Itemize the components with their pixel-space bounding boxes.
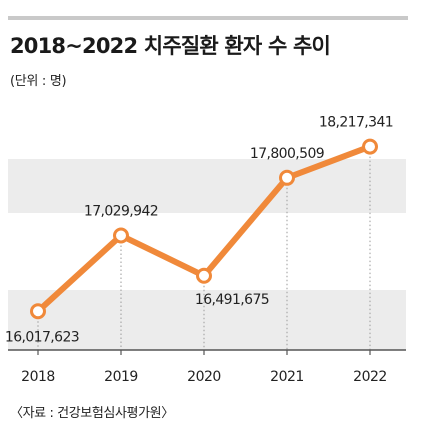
data-labels: 16,017,623 17,029,942 16,491,675 17,800,509…	[5, 115, 394, 346]
point-2020	[196, 267, 212, 284]
point-2018	[30, 303, 46, 320]
series-layer	[30, 138, 378, 320]
x-tick-label-2020: 2020	[187, 369, 221, 385]
grid-band-2	[8, 290, 406, 350]
grid-band-1	[8, 159, 406, 213]
x-tick-label-2021: 2021	[270, 369, 304, 385]
x-tick-label-2022: 2022	[353, 369, 387, 385]
data-label-2021: 17,800,509	[250, 146, 324, 162]
unit-label: (단위 : 명)	[10, 74, 67, 89]
x-tick-label-2019: 2019	[104, 369, 138, 385]
x-axis: 2018 2019 2020 2021 2022	[8, 349, 406, 385]
data-label-2020: 16,491,675	[195, 292, 269, 308]
data-label-2019: 17,029,942	[84, 203, 158, 219]
data-label-2022: 18,217,341	[319, 115, 393, 131]
chart-title: 2018~2022 치주질환 환자 수 추이	[10, 34, 331, 58]
point-2021	[279, 169, 295, 186]
source-note: 〈자료 : 건강보험심사평가원〉	[10, 406, 174, 421]
point-2019	[113, 227, 129, 244]
point-2022	[362, 138, 378, 155]
background-bands	[8, 159, 406, 350]
x-tick-label-2018: 2018	[21, 369, 55, 385]
data-label-2018: 16,017,623	[5, 329, 79, 345]
vertical-guides	[37, 152, 371, 350]
top-rule	[8, 16, 408, 20]
